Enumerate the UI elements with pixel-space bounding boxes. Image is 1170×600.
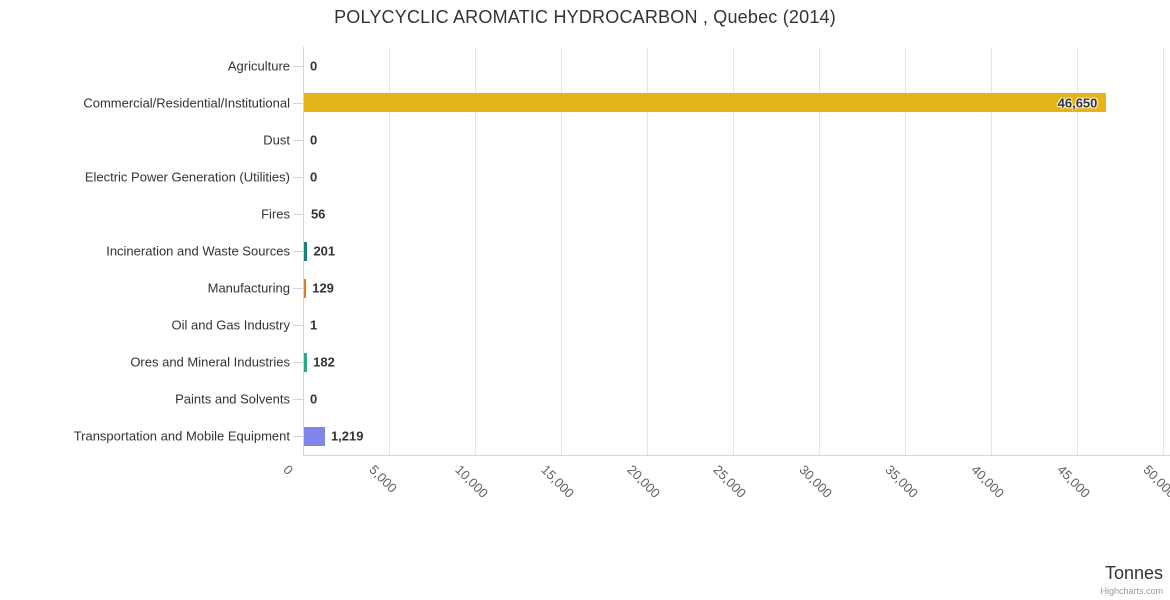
value-label: 0 bbox=[310, 169, 318, 185]
category-label: Paints and Solvents bbox=[175, 391, 290, 407]
category-tick bbox=[293, 102, 303, 104]
value-label: 129 bbox=[312, 280, 334, 296]
value-label: 46,650 bbox=[1057, 95, 1098, 111]
gridline bbox=[905, 47, 906, 455]
x-axis-tick-label: 45,000 bbox=[1054, 462, 1094, 501]
x-axis-line bbox=[303, 455, 1170, 456]
value-label: 201 bbox=[313, 243, 336, 259]
category-label: Electric Power Generation (Utilities) bbox=[84, 169, 290, 185]
bar[interactable] bbox=[304, 93, 1107, 113]
value-label: 56 bbox=[310, 206, 326, 222]
bar[interactable] bbox=[304, 241, 308, 261]
chart-title: POLYCYCLIC AROMATIC HYDROCARBON , Quebec… bbox=[334, 7, 836, 27]
category-label: Incineration and Waste Sources bbox=[106, 243, 290, 259]
y-axis-line bbox=[303, 47, 304, 455]
value-label: 0 bbox=[310, 58, 318, 74]
gridline bbox=[475, 47, 476, 455]
value-label: 182 bbox=[313, 354, 335, 370]
bar[interactable] bbox=[304, 426, 325, 446]
gridline bbox=[1163, 47, 1164, 455]
gridline bbox=[1077, 47, 1078, 455]
category-label: Oil and Gas Industry bbox=[171, 317, 291, 333]
gridline bbox=[991, 47, 992, 455]
gridline bbox=[561, 47, 562, 455]
x-axis-tick-label: 0 bbox=[280, 462, 297, 478]
category-tick bbox=[293, 399, 303, 401]
category-label: Dust bbox=[263, 132, 290, 148]
category-tick bbox=[293, 325, 303, 327]
gridline bbox=[389, 47, 390, 455]
category-label: Agriculture bbox=[227, 58, 290, 74]
category-tick bbox=[293, 213, 303, 215]
x-axis-tick-label: 20,000 bbox=[624, 462, 664, 501]
value-label: 0 bbox=[310, 391, 318, 407]
category-tick bbox=[293, 65, 303, 67]
x-axis-tick-label: 25,000 bbox=[710, 462, 750, 501]
x-axis-tick-label: 5,000 bbox=[366, 462, 401, 496]
category-tick bbox=[293, 436, 303, 438]
value-label: 1,219 bbox=[330, 428, 364, 444]
highcharts-credit[interactable]: Highcharts.com bbox=[1100, 586, 1163, 596]
gridline bbox=[819, 47, 820, 455]
x-axis-tick-label: 10,000 bbox=[452, 462, 492, 501]
category-label: Transportation and Mobile Equipment bbox=[73, 428, 290, 444]
category-tick bbox=[293, 176, 303, 178]
gridline bbox=[733, 47, 734, 455]
gridline bbox=[647, 47, 648, 455]
x-axis-tick-label: 15,000 bbox=[538, 462, 578, 501]
x-axis-tick-label: 40,000 bbox=[968, 462, 1008, 501]
category-label: Fires bbox=[261, 206, 290, 222]
category-label: Commercial/Residential/Institutional bbox=[83, 95, 290, 111]
category-tick bbox=[293, 251, 303, 252]
x-axis-title: Tonnes bbox=[1104, 563, 1163, 583]
x-axis-tick-label: 30,000 bbox=[796, 462, 836, 501]
category-tick bbox=[293, 362, 303, 364]
category-tick bbox=[293, 139, 303, 141]
x-axis-tick-label: 35,000 bbox=[882, 462, 922, 501]
value-label: 0 bbox=[310, 132, 318, 148]
value-label: 1 bbox=[310, 317, 318, 333]
bar[interactable] bbox=[304, 278, 307, 298]
x-axis-tick-label: 50,000 bbox=[1140, 462, 1170, 501]
bar[interactable] bbox=[304, 352, 308, 372]
category-label: Manufacturing bbox=[207, 280, 290, 296]
category-label: Ores and Mineral Industries bbox=[130, 354, 290, 370]
category-tick bbox=[293, 288, 303, 290]
